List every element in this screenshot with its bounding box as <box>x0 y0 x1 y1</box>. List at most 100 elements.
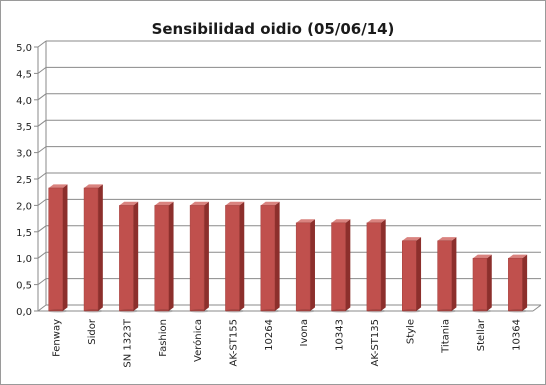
x-tick-label: AK-ST135 <box>370 319 381 367</box>
bar-shadow <box>437 309 456 313</box>
y-tick-label: 3,5 <box>16 122 32 133</box>
bar-shadow <box>508 309 527 313</box>
y-tick-label: 4,5 <box>16 69 32 80</box>
bar-shadow <box>225 309 244 313</box>
bar <box>260 201 280 313</box>
bar <box>83 184 103 313</box>
bar-side <box>310 219 315 311</box>
bar-front <box>260 205 276 312</box>
bar <box>154 201 174 313</box>
bar-top <box>48 184 68 188</box>
x-tick-label: SN 1323T <box>122 318 133 367</box>
bar-side <box>451 237 457 311</box>
bar-shadow <box>296 309 315 313</box>
gridline-depth <box>37 119 47 127</box>
bar-top <box>437 237 457 241</box>
bar-side <box>486 254 492 311</box>
bar-top <box>331 219 351 223</box>
x-tick-label: Verónica <box>192 319 204 362</box>
bar-side <box>133 201 139 311</box>
y-tick-label: 0,0 <box>16 307 32 318</box>
bar-side <box>239 201 245 311</box>
bar-front <box>331 222 346 312</box>
bar-top <box>402 237 422 241</box>
bar-front <box>189 205 205 312</box>
bar <box>295 219 315 313</box>
y-tick-label: 5,0 <box>16 43 32 54</box>
x-axis-labels: Fenway Sidor SN 1323T Fashion Verónica AK-ST1… <box>52 318 523 367</box>
y-tick-label: 0,5 <box>16 281 32 292</box>
x-tick-label: AK-ST155 <box>228 319 239 367</box>
bar-front <box>119 205 134 312</box>
bar <box>189 201 209 313</box>
gridline-depth <box>37 40 47 48</box>
bar-front <box>508 257 523 312</box>
bar <box>437 237 457 313</box>
bar-side <box>204 201 209 311</box>
gridline-depth <box>37 304 47 312</box>
bar-front <box>472 257 488 312</box>
bar-side <box>416 237 422 311</box>
x-tick-label: Titania <box>441 319 452 354</box>
y-tick-label: 4,0 <box>16 96 32 107</box>
bar-side <box>274 201 280 311</box>
bar-shadow <box>366 309 385 313</box>
chart-title: Sensibilidad oidio (05/06/14) <box>152 20 395 38</box>
x-tick-label: Fenway <box>52 319 63 357</box>
bar-shadow <box>190 309 209 313</box>
gridline-depth <box>37 93 47 101</box>
bar-front <box>48 187 63 312</box>
bar <box>402 237 422 313</box>
bar-side <box>522 254 528 311</box>
bar <box>366 219 386 313</box>
floor-edge <box>532 304 542 312</box>
bar-top <box>225 201 245 206</box>
bar-top <box>84 184 103 188</box>
bar <box>331 219 351 313</box>
x-tick-label: 10343 <box>335 319 346 351</box>
bar-front <box>366 222 382 312</box>
gridline-depth <box>37 225 47 233</box>
bar-top <box>119 201 139 206</box>
bar-front <box>295 222 311 312</box>
x-tick-label: 10364 <box>511 319 522 351</box>
bar <box>48 184 68 313</box>
bar-top <box>190 201 209 206</box>
gridline-depth <box>37 172 47 180</box>
bar-shadow <box>119 309 138 313</box>
bar-top <box>366 219 386 223</box>
x-tick-label: Fashion <box>158 319 169 357</box>
bar-front <box>154 205 169 312</box>
bar-top <box>154 201 174 206</box>
bar-front <box>83 187 99 312</box>
x-tick-label: Style <box>405 319 416 344</box>
bar-top <box>508 254 528 259</box>
gridline-depth <box>37 278 47 286</box>
gridline-depth <box>37 146 47 154</box>
bar-front <box>402 240 417 312</box>
bar-shadow <box>84 309 103 313</box>
gridline-depth <box>37 67 47 74</box>
bar-top <box>472 254 492 259</box>
bar-shadow <box>154 309 173 313</box>
bars <box>48 184 528 313</box>
y-tick-label: 1,0 <box>16 254 32 265</box>
x-tick-label: 10264 <box>264 319 275 351</box>
x-tick-label: Ivona <box>299 319 310 346</box>
bar <box>119 201 139 313</box>
bar-front <box>225 205 240 312</box>
bar-top <box>296 219 315 223</box>
bar-shadow <box>48 309 67 313</box>
bar-side <box>98 184 103 311</box>
gridline-depth <box>37 198 47 206</box>
bar-side <box>62 184 68 311</box>
x-tick-label: Sidor <box>87 318 98 345</box>
bar-side <box>168 201 174 311</box>
bar-shadow <box>260 309 279 313</box>
y-tick-label: 2,0 <box>16 201 32 212</box>
gridline-depth <box>37 251 47 259</box>
bar-front <box>437 240 452 312</box>
bar <box>508 254 528 313</box>
bar <box>225 201 245 313</box>
